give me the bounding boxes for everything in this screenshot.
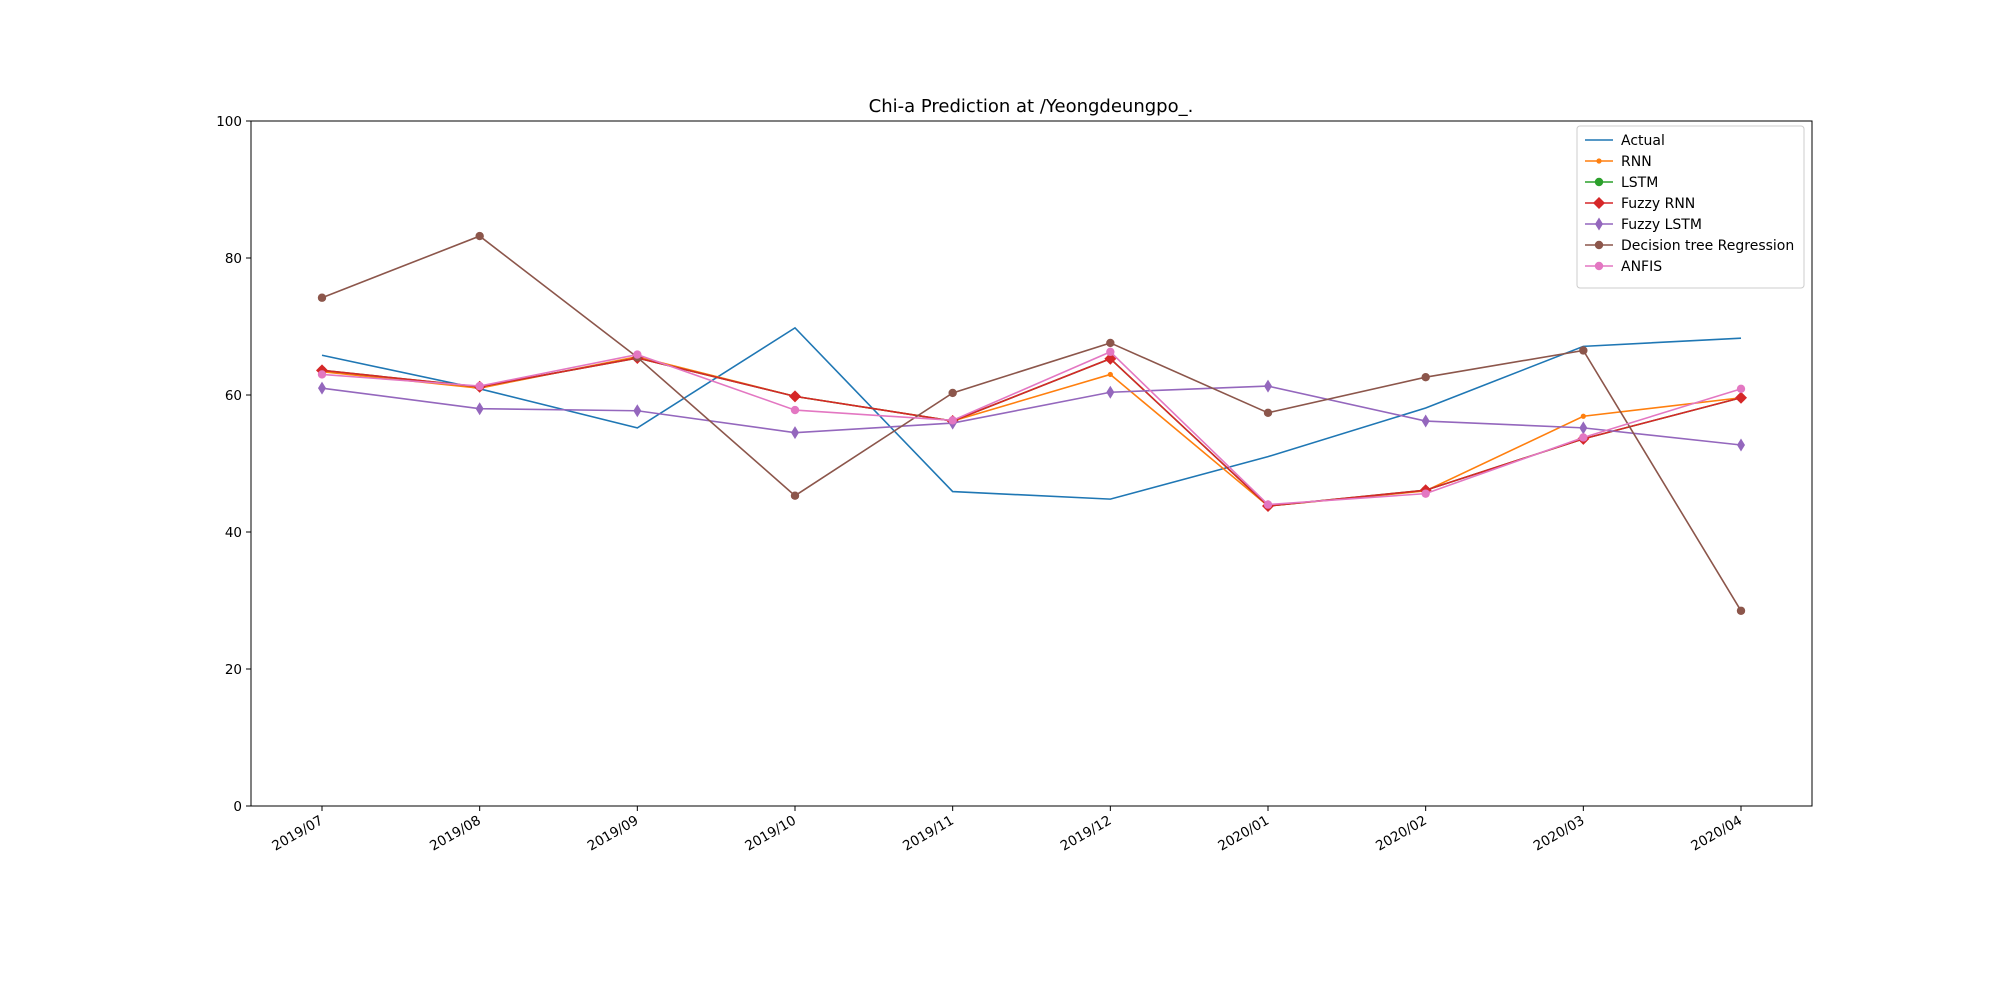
data-point-anfis — [1106, 347, 1115, 357]
legend-entry-anfis: ANFIS — [1585, 259, 1662, 275]
y-tick-label: 40 — [225, 525, 242, 541]
data-point-anfis — [1736, 384, 1746, 394]
data-point-fuzzy-lstm — [633, 404, 642, 418]
legend-label-fuzzy-lstm: Fuzzy LSTM — [1621, 217, 1702, 233]
legend-marker-decision-tree-regression — [1594, 240, 1604, 250]
data-point-rnn — [1107, 371, 1113, 378]
y-tick-label: 20 — [225, 662, 242, 678]
data-point-decision-tree-regression — [475, 231, 484, 241]
data-point-anfis — [790, 405, 800, 415]
y-tick-label: 80 — [225, 251, 242, 267]
data-point-fuzzy-rnn — [789, 390, 801, 403]
data-point-anfis — [633, 350, 642, 359]
data-point-anfis — [475, 381, 484, 391]
plot-area — [316, 231, 1747, 615]
data-point-fuzzy-lstm — [1579, 421, 1588, 435]
y-tick-label: 100 — [216, 114, 242, 130]
legend-entry-fuzzy-lstm: Fuzzy LSTM — [1585, 217, 1702, 233]
y-tick-label: 0 — [233, 799, 242, 815]
series-line-fuzzy-lstm — [321, 385, 1742, 446]
data-point-decision-tree-regression — [790, 491, 800, 500]
legend-marker-rnn — [1596, 158, 1602, 164]
data-point-fuzzy-lstm — [1264, 379, 1272, 393]
series-line-anfis — [321, 350, 1742, 506]
series-anfis — [317, 347, 1746, 509]
series-line-actual — [321, 326, 1742, 500]
data-point-decision-tree-regression — [1736, 606, 1746, 615]
legend-label-rnn: RNN — [1621, 154, 1652, 170]
data-point-fuzzy-lstm — [1106, 385, 1115, 399]
legend-marker-lstm — [1594, 177, 1604, 187]
data-point-decision-tree-regression — [1579, 346, 1588, 355]
data-point-decision-tree-regression — [1263, 408, 1273, 418]
legend-label-actual: Actual — [1621, 133, 1665, 149]
data-point-anfis — [317, 370, 327, 379]
legend-marker-fuzzy-lstm — [1595, 217, 1603, 231]
data-point-anfis — [1579, 433, 1588, 442]
legend-label-fuzzy-rnn: Fuzzy RNN — [1621, 196, 1695, 212]
y-axis: 0 20 40 60 80 100 — [216, 114, 251, 815]
legend-label-lstm: LSTM — [1621, 175, 1658, 191]
data-point-anfis — [948, 416, 957, 425]
series-decision-tree-regression — [317, 231, 1746, 615]
legend: Actual RNN LSTM Fuzzy RNN Fuzzy LSTM Decision… — [1576, 125, 1805, 289]
data-point-fuzzy-lstm — [475, 402, 484, 416]
data-point-decision-tree-regression — [1421, 372, 1430, 382]
series-fuzzy-lstm — [318, 379, 1745, 452]
legend-entry-rnn: RNN — [1585, 154, 1652, 170]
data-point-fuzzy-lstm — [1737, 438, 1745, 452]
legend-entry-actual: Actual — [1585, 133, 1665, 149]
data-point-fuzzy-lstm — [318, 381, 326, 395]
y-tick-label: 60 — [225, 388, 242, 404]
data-point-fuzzy-lstm — [1421, 414, 1430, 428]
data-point-anfis — [1263, 500, 1273, 509]
legend-marker-anfis — [1594, 261, 1604, 271]
data-point-decision-tree-regression — [948, 388, 957, 398]
data-point-fuzzy-rnn — [1735, 391, 1747, 404]
plot-frame — [250, 120, 1813, 807]
data-point-anfis — [1421, 489, 1430, 498]
series-line-fuzzy-rnn — [321, 357, 1742, 507]
series-line-decision-tree-regression — [321, 235, 1742, 612]
data-point-decision-tree-regression — [1106, 338, 1115, 348]
legend-entry-fuzzy-rnn: Fuzzy RNN — [1585, 196, 1695, 212]
legend-label-anfis: ANFIS — [1621, 259, 1662, 275]
data-point-rnn — [1580, 413, 1586, 419]
legend-entry-decision-tree-regression: Decision tree Regression — [1585, 238, 1794, 254]
legend-label-decision-tree-regression: Decision tree Regression — [1621, 238, 1794, 254]
data-point-fuzzy-lstm — [791, 426, 799, 440]
data-point-decision-tree-regression — [317, 293, 327, 302]
legend-entry-lstm: LSTM — [1585, 175, 1658, 191]
chart-title: Chi-a Prediction at /Yeongdeungpo_. — [869, 96, 1194, 117]
legend-box — [1576, 125, 1805, 289]
legend-marker-fuzzy-rnn — [1593, 197, 1605, 209]
series-actual — [321, 326, 1742, 500]
